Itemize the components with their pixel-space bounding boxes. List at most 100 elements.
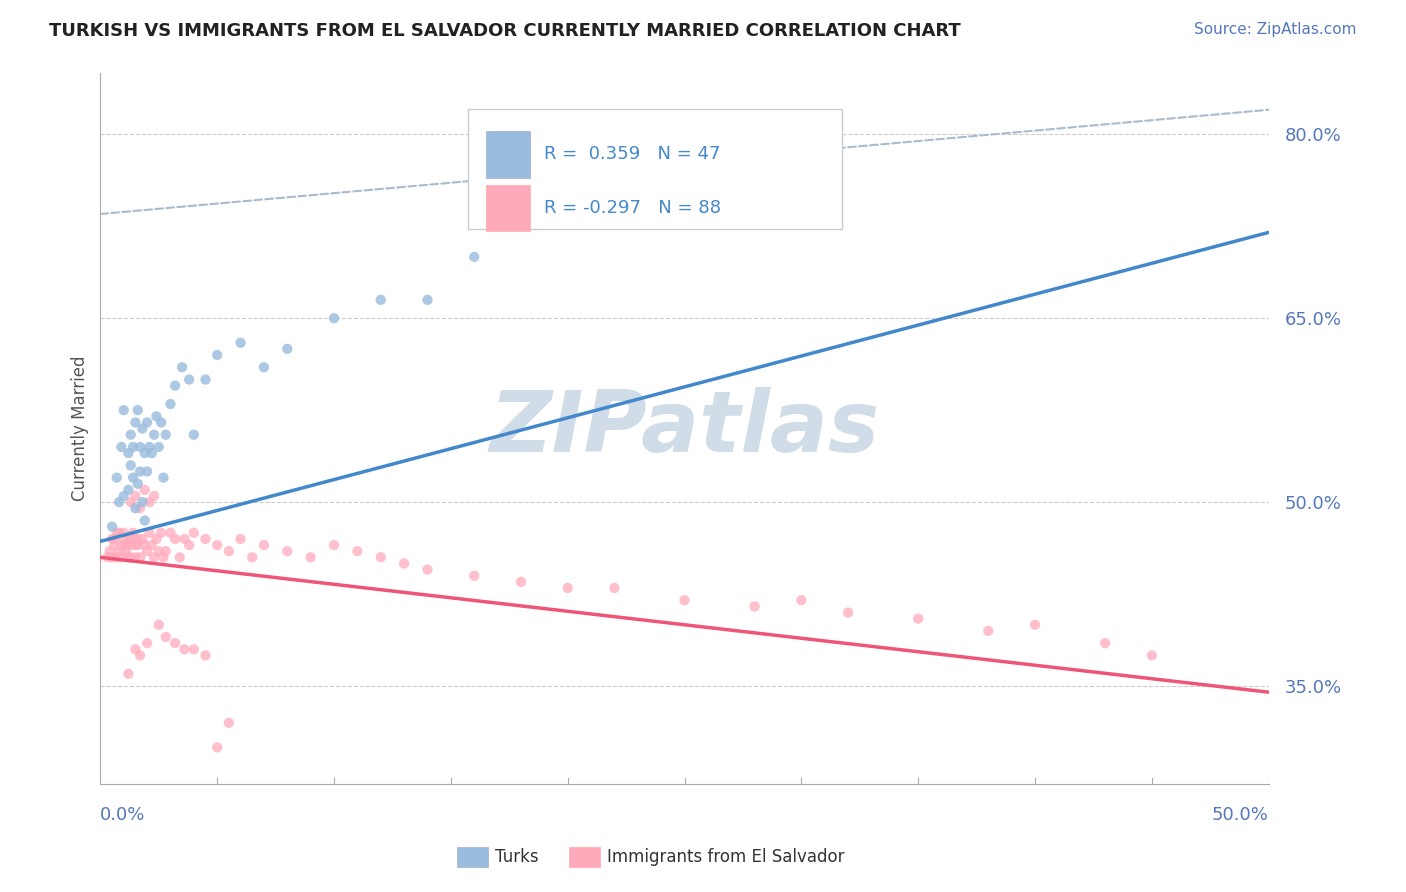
Point [145, 409, 167, 424]
Point [127, 532, 149, 546]
Point [370, 293, 392, 307]
Point [129, 440, 152, 454]
Point [129, 465, 152, 479]
Point [173, 532, 195, 546]
Point [136, 416, 159, 430]
Point [101, 550, 124, 565]
Point [117, 483, 139, 497]
Point [143, 489, 166, 503]
Point [122, 525, 145, 540]
Point [117, 550, 139, 565]
Point [533, 213, 555, 227]
Point [134, 538, 156, 552]
Point [165, 532, 187, 546]
Point [155, 544, 177, 558]
Point [205, 348, 228, 362]
Point [155, 630, 177, 644]
Point [117, 532, 139, 546]
Point [323, 311, 346, 326]
Point [148, 440, 170, 454]
Point [122, 440, 145, 454]
Point [127, 538, 149, 552]
Point [138, 525, 160, 540]
Point [124, 416, 146, 430]
Point [205, 740, 228, 755]
Text: Immigrants from El Salvador: Immigrants from El Salvador [607, 848, 845, 866]
FancyBboxPatch shape [468, 109, 842, 229]
Point [179, 372, 201, 386]
Point [136, 544, 159, 558]
Text: R = -0.297   N = 88: R = -0.297 N = 88 [544, 199, 721, 217]
Point [105, 525, 128, 540]
Point [744, 599, 766, 614]
Point [108, 544, 131, 558]
Point [112, 403, 135, 417]
Point [165, 378, 187, 392]
Bar [486, 131, 530, 178]
Point [240, 550, 263, 565]
Point [105, 470, 128, 484]
Point [276, 544, 298, 558]
Point [416, 293, 439, 307]
Point [159, 397, 181, 411]
Point [124, 550, 146, 565]
Point [141, 446, 163, 460]
Point [112, 489, 135, 503]
Point [194, 648, 217, 663]
Point [124, 501, 146, 516]
Point [101, 532, 124, 546]
Text: 0.0%: 0.0% [100, 806, 146, 824]
Point [148, 617, 170, 632]
Point [120, 550, 142, 565]
Point [205, 538, 228, 552]
Point [112, 532, 135, 546]
Point [136, 465, 159, 479]
Point [143, 427, 166, 442]
Point [131, 495, 153, 509]
Text: Source: ZipAtlas.com: Source: ZipAtlas.com [1194, 22, 1357, 37]
Point [603, 581, 626, 595]
Point [112, 525, 135, 540]
Point [673, 593, 696, 607]
Y-axis label: Currently Married: Currently Married [72, 356, 89, 501]
Point [169, 550, 191, 565]
Point [183, 525, 205, 540]
Point [96, 550, 118, 565]
Point [115, 544, 138, 558]
Point [416, 563, 439, 577]
Point [253, 538, 276, 552]
Point [346, 544, 368, 558]
Point [129, 648, 152, 663]
Point [117, 446, 139, 460]
Point [143, 550, 166, 565]
Text: TURKISH VS IMMIGRANTS FROM EL SALVADOR CURRENTLY MARRIED CORRELATION CHART: TURKISH VS IMMIGRANTS FROM EL SALVADOR C… [49, 22, 960, 40]
Point [150, 525, 173, 540]
Point [120, 495, 142, 509]
Text: R =  0.359   N = 47: R = 0.359 N = 47 [544, 145, 721, 163]
Point [98, 544, 121, 558]
Point [218, 544, 240, 558]
Point [124, 538, 146, 552]
Point [183, 642, 205, 657]
Point [165, 636, 187, 650]
Point [299, 550, 322, 565]
Point [229, 335, 252, 350]
Point [129, 501, 152, 516]
Point [131, 532, 153, 546]
Point [253, 360, 276, 375]
Point [194, 372, 217, 386]
Point [173, 642, 195, 657]
Text: ZIPatlas: ZIPatlas [489, 387, 880, 470]
Point [138, 440, 160, 454]
Point [127, 403, 149, 417]
Point [134, 446, 156, 460]
Point [103, 538, 125, 552]
Point [977, 624, 1000, 638]
Point [159, 525, 181, 540]
Point [110, 538, 132, 552]
Point [152, 470, 174, 484]
Point [122, 532, 145, 546]
Text: 50.0%: 50.0% [1212, 806, 1268, 824]
Point [138, 495, 160, 509]
Point [837, 606, 859, 620]
